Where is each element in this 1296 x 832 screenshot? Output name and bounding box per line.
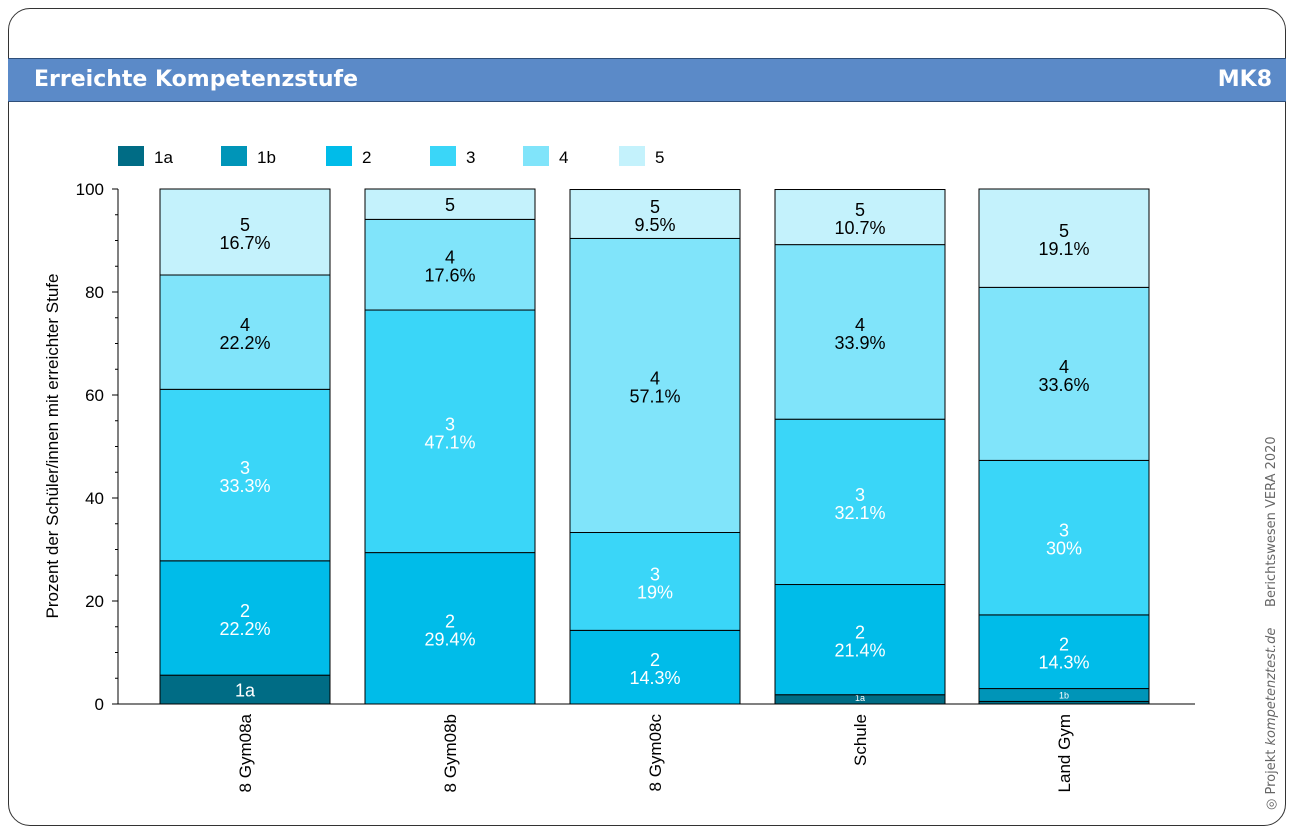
segment-pct-label: 57.1% <box>629 386 680 406</box>
segment-pct-label: 22.2% <box>219 333 270 353</box>
segment-label: 5 <box>445 195 455 215</box>
legend-swatch <box>619 146 645 166</box>
legend-label: 3 <box>466 148 475 167</box>
x-tick-label: Land Gym <box>1055 714 1074 792</box>
x-tick-label: 8 Gym08b <box>441 714 460 792</box>
segment-pct-label: 33.3% <box>219 476 270 496</box>
legend-swatch <box>221 146 247 166</box>
y-tick-label: 20 <box>85 592 104 611</box>
segment-label: 1a <box>235 681 256 701</box>
legend-swatch <box>523 146 549 166</box>
legend-label: 1b <box>257 148 276 167</box>
page-title: Erreichte Kompetenzstufe <box>34 67 359 92</box>
segment-pct-label: 32.1% <box>834 503 885 523</box>
y-tick-label: 80 <box>85 283 104 302</box>
bar-segment <box>364 552 536 705</box>
segment-label: 2 <box>855 623 865 643</box>
project-logo-icon: ◎ <box>1264 798 1279 810</box>
x-tick-label: 8 Gym08a <box>236 713 255 792</box>
y-tick-label: 100 <box>76 180 104 199</box>
segment-pct-label: 21.4% <box>834 641 885 661</box>
test-code: MK8 <box>1217 67 1272 92</box>
bar-segment <box>569 237 741 534</box>
bar-segment <box>569 532 741 631</box>
bar-segment <box>978 286 1150 461</box>
bar-segment <box>978 614 1150 690</box>
segment-label: 5 <box>855 200 865 220</box>
segment-label: 5 <box>1059 221 1069 241</box>
segment-label: 4 <box>855 315 865 335</box>
segment-pct-label: 17.6% <box>424 266 475 286</box>
segment-label: 2 <box>1059 635 1069 655</box>
legend-swatch <box>326 146 352 166</box>
y-tick-label: 60 <box>85 386 104 405</box>
legend-label: 4 <box>559 148 568 167</box>
segment-label: 4 <box>650 368 660 388</box>
segment-label: 3 <box>240 458 250 478</box>
bar-segment <box>159 388 331 562</box>
segment-label: 4 <box>240 315 250 335</box>
y-axis-label: Prozent der Schüler/innen mit erreichter… <box>43 274 62 619</box>
segment-label: 3 <box>855 485 865 505</box>
bar-segment <box>774 418 946 586</box>
segment-label: 2 <box>240 601 250 621</box>
segment-pct-label: 22.2% <box>219 619 270 639</box>
bar-segment <box>978 459 1150 616</box>
segment-label: 4 <box>1059 357 1069 377</box>
segment-label: 2 <box>650 650 660 670</box>
segment-pct-label: 10.7% <box>834 218 885 238</box>
segment-pct-label: 33.6% <box>1038 375 1089 395</box>
segment-pct-label: 47.1% <box>424 432 475 452</box>
footer-note: ◎ Projekt kompetenztest.de Berichtswesen… <box>1264 436 1279 810</box>
project-prefix: Projekt <box>1264 749 1279 795</box>
legend-swatch <box>430 146 456 166</box>
segment-label: 3 <box>1059 521 1069 541</box>
x-tick-label: 8 Gym08c <box>646 714 665 792</box>
segment-pct-label: 33.9% <box>834 333 885 353</box>
segment-label: 2 <box>445 611 455 631</box>
project-site: kompetenztest.de <box>1264 627 1279 746</box>
segment-label: 3 <box>650 564 660 584</box>
bar-segment <box>159 188 331 276</box>
segment-pct-label: 19.1% <box>1038 239 1089 259</box>
segment-label: 5 <box>650 197 660 217</box>
bar-segment <box>774 584 946 696</box>
legend-label: 1a <box>154 148 173 167</box>
segment-pct-label: 30% <box>1046 539 1082 559</box>
segment-label: 1b <box>1059 690 1069 700</box>
segment-label: 3 <box>445 414 455 434</box>
bar-segment <box>569 189 741 239</box>
segment-pct-label: 14.3% <box>1038 653 1089 673</box>
y-tick-label: 40 <box>85 489 104 508</box>
legend-swatch <box>118 146 144 166</box>
segment-pct-label: 9.5% <box>634 215 675 235</box>
bar-segment <box>364 309 536 554</box>
segment-pct-label: 19% <box>637 582 673 602</box>
segment-label: 1a <box>855 693 865 703</box>
x-tick-label: Schule <box>851 714 870 766</box>
segment-pct-label: 16.7% <box>219 233 270 253</box>
bar-segment <box>159 560 331 676</box>
y-tick-label: 0 <box>95 695 104 714</box>
bar-segment <box>159 274 331 390</box>
segment-label: 5 <box>240 215 250 235</box>
bar-segment <box>774 189 946 246</box>
bar-segment <box>569 629 741 705</box>
legend-label: 2 <box>362 148 371 167</box>
bar-segment <box>364 188 536 220</box>
segment-label: 4 <box>445 248 455 268</box>
legend-label: 5 <box>655 148 664 167</box>
segment-pct-label: 29.4% <box>424 629 475 649</box>
header-banner: Erreichte Kompetenzstufe MK8 <box>8 58 1286 102</box>
bar-segment <box>774 244 946 420</box>
report-name: Berichtswesen VERA 2020 <box>1264 436 1279 607</box>
bar-segment <box>978 188 1150 288</box>
segment-pct-label: 14.3% <box>629 668 680 688</box>
